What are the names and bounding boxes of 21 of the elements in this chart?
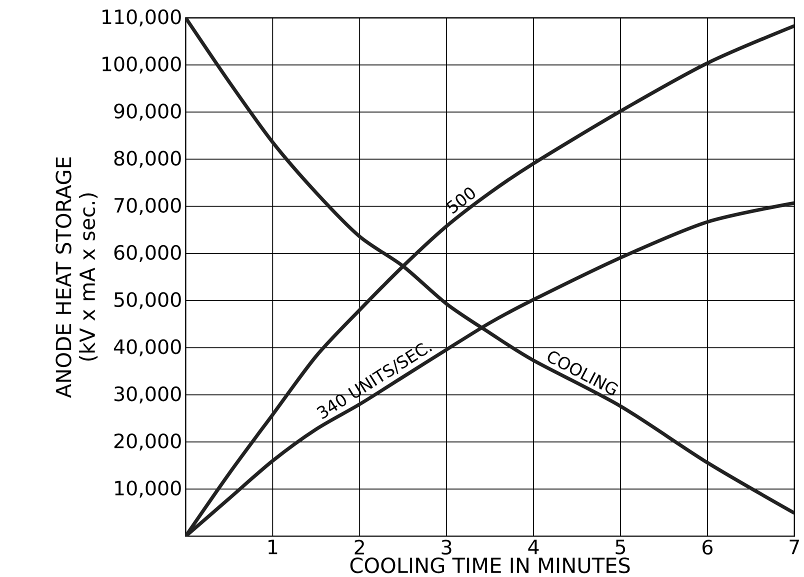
x-tick-label: 3: [442, 540, 452, 555]
x-tick-label: 4: [528, 540, 539, 554]
y-tick-label: 70,000: [114, 198, 181, 216]
y-tick-label: 50,000: [114, 292, 181, 310]
y-tick-label: 20,000: [114, 434, 181, 451]
y-tick-label: 100,000: [102, 56, 181, 74]
x-axis-title: COOLING TIME IN MINUTES: [350, 558, 630, 574]
y-tick-label: 90,000: [114, 104, 181, 121]
x-tick-label: 7: [790, 540, 800, 554]
y-tick-label: 10,000: [115, 480, 181, 498]
text: 500: [446, 188, 475, 214]
x-tick-label: 2: [354, 540, 364, 555]
x-tick-label: 6: [702, 540, 712, 555]
y-tick-label: 110,000: [102, 10, 181, 27]
x-tick-label: 1: [268, 540, 278, 554]
x-tick-label: 5: [616, 540, 626, 555]
y-tick-label: 30,000: [114, 386, 181, 404]
y-tick-label: 60,000: [114, 245, 181, 262]
y-tick-label: 80,000: [114, 150, 181, 168]
y-tick-label: 40,000: [114, 339, 181, 356]
y-axis-title: ANODE HEAT STORAGE (kV x mA x sec.): [56, 158, 98, 398]
